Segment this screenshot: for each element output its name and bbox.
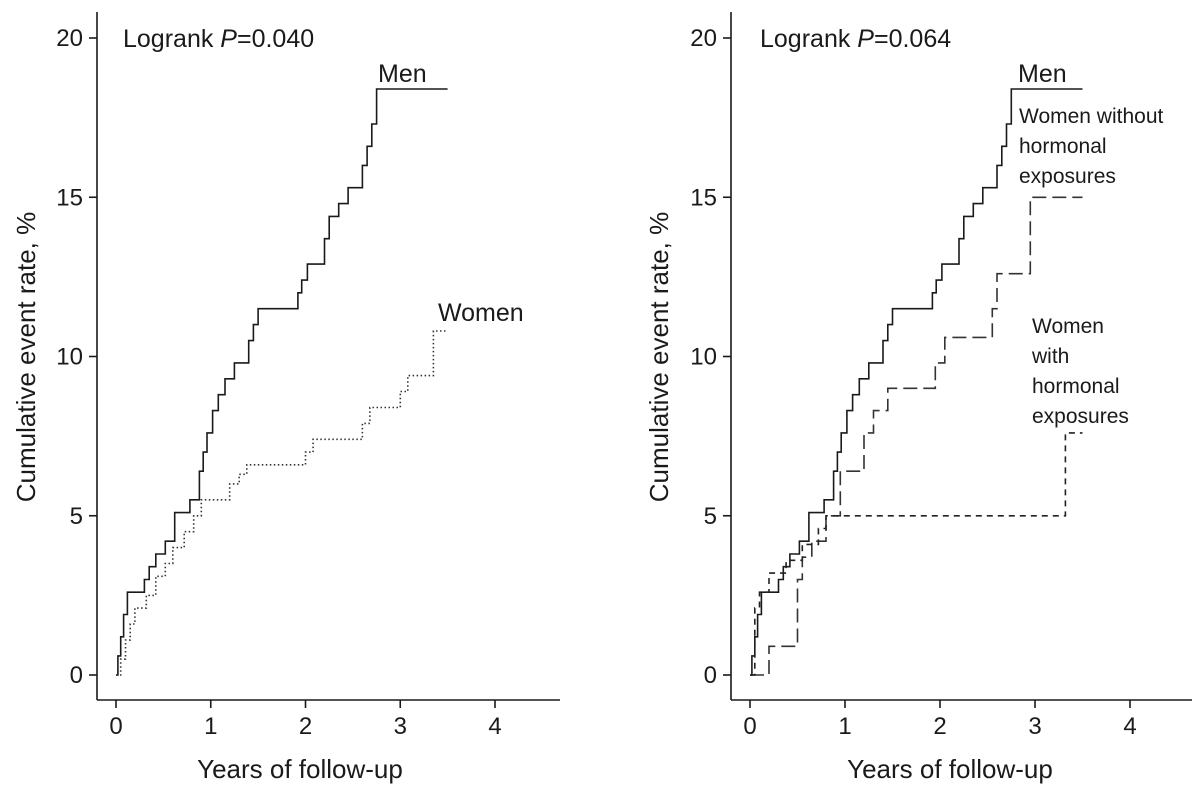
left-y-tick-label: 10 (56, 344, 83, 371)
left-series-1-curve (116, 88, 448, 676)
left-x-tick-label: 4 (488, 713, 501, 740)
right-x-tick-label: 0 (743, 713, 756, 740)
right-y-tick-label: 10 (690, 344, 717, 371)
right-series-3-curve (750, 432, 1083, 676)
left-x-tick-label: 2 (299, 713, 312, 740)
right-label-women-with-line-3: hormonal (1032, 375, 1120, 398)
right-x-tick-label: 4 (1123, 713, 1136, 740)
right-label-women-without: Women without hormonal exposures (1019, 105, 1164, 188)
left-logrank-annotation: Logrank P=0.040 (123, 25, 314, 53)
right-x-tick-label: 1 (838, 713, 851, 740)
right-series-1-curve (750, 88, 1083, 676)
right-label-women-with-line-1: Women (1032, 315, 1104, 338)
right-x-tick-label: 3 (1028, 713, 1041, 740)
left-x-tick-label: 0 (109, 713, 122, 740)
right-label-women-without-line-3: exposures (1019, 165, 1116, 188)
left-y-tick-label: 0 (70, 662, 83, 689)
right-label-women-without-line-2: hormonal (1019, 135, 1107, 158)
right-plot-area: 0 5 10 15 20 0 1 2 3 4 (690, 12, 1192, 740)
left-y-tick-label: 15 (56, 184, 83, 211)
left-x-tick-label: 1 (204, 713, 217, 740)
left-x-axis-title: Years of follow-up (197, 754, 403, 784)
right-label-women-without-line-1: Women without (1019, 105, 1164, 128)
left-y-tick-label: 5 (70, 503, 83, 530)
right-label-women-with: Women with hormonal exposures (1031, 315, 1129, 428)
left-x-tick-label: 3 (394, 713, 407, 740)
right-x-tick-label: 2 (933, 713, 946, 740)
right-y-axis-title: Cumulative event rate, % (644, 212, 674, 502)
right-x-axis-title: Years of follow-up (847, 754, 1053, 784)
right-label-men: Men (1018, 60, 1067, 88)
right-y-tick-label: 15 (690, 184, 717, 211)
left-panel: Cumulative event rate, % 0 5 10 15 20 0 1 2 3 4 Y… (11, 12, 560, 784)
right-y-tick-label: 0 (704, 662, 717, 689)
right-y-tick-label: 5 (704, 503, 717, 530)
left-series-2-curve (116, 330, 448, 676)
right-series-2-curve (750, 196, 1083, 676)
right-logrank-annotation: Logrank P=0.064 (760, 25, 951, 53)
left-y-tick-label: 20 (56, 25, 83, 52)
left-label-women: Women (438, 299, 524, 327)
left-label-men: Men (378, 60, 427, 88)
right-label-women-with-line-4: exposures (1032, 405, 1129, 428)
right-y-tick-label: 20 (690, 25, 717, 52)
right-label-women-with-line-2: with (1031, 345, 1069, 368)
right-panel: Cumulative event rate, % 0 5 10 15 20 0 1 2 3 4 Y… (644, 12, 1192, 784)
left-y-axis-title: Cumulative event rate, % (11, 212, 41, 502)
left-plot-area: 0 5 10 15 20 0 1 2 3 4 (56, 12, 560, 740)
